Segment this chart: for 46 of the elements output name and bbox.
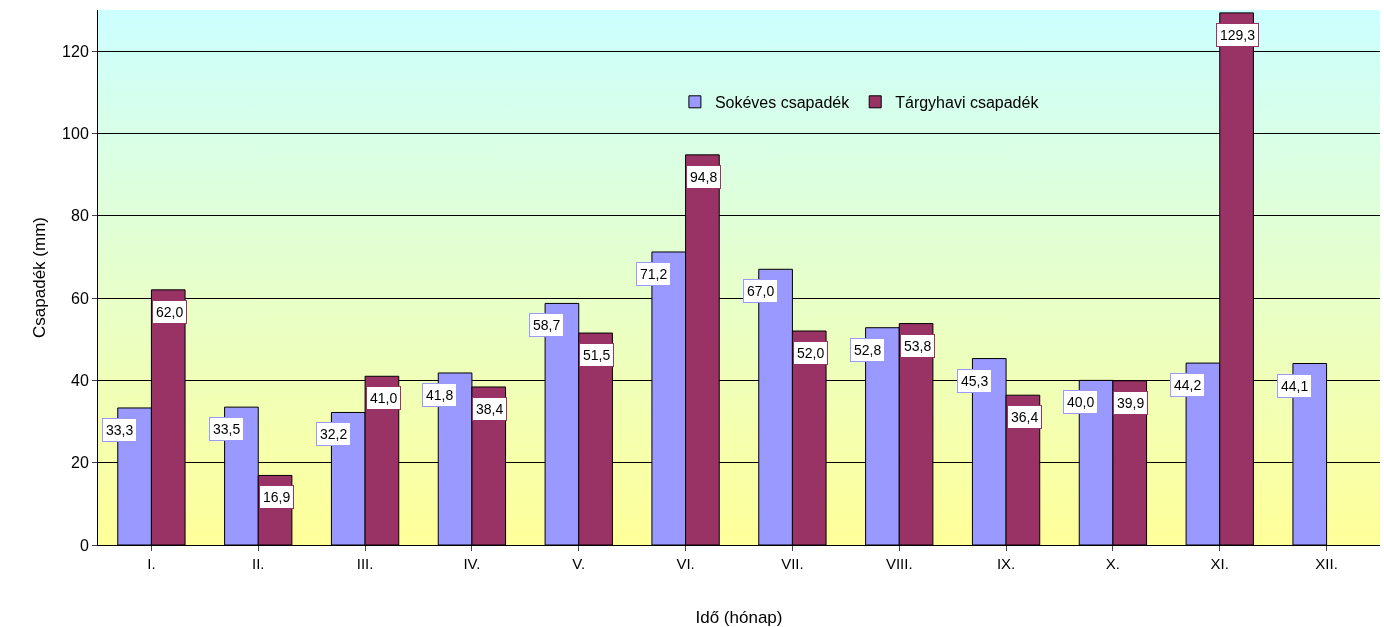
data-label: 38,4 [476, 401, 504, 417]
y-tick-label: 120 [62, 42, 89, 60]
y-tick-label: 60 [71, 289, 89, 307]
x-tick-label: I. [147, 555, 156, 572]
y-tick-label: 0 [79, 536, 89, 554]
data-label: 16,9 [263, 489, 291, 505]
data-label: 62,0 [156, 304, 184, 320]
y-tick-label: 40 [71, 371, 89, 389]
x-tick-label: VII. [781, 555, 804, 572]
data-label: 36,4 [1011, 409, 1039, 425]
data-label: 32,2 [320, 426, 348, 442]
data-label: 41,0 [370, 390, 398, 406]
x-tick-label: IV. [463, 555, 481, 572]
x-tick-label: VI. [676, 555, 695, 572]
data-label: 45,3 [961, 373, 989, 389]
data-label: 41,8 [426, 387, 454, 403]
data-label: 67,0 [747, 283, 775, 299]
x-tick-label: XI. [1210, 555, 1229, 572]
y-tick-label: 80 [71, 207, 89, 225]
x-tick-label: III. [356, 555, 374, 572]
data-label: 58,7 [533, 317, 561, 333]
data-label: 33,5 [213, 421, 241, 437]
data-label: 33,3 [106, 422, 134, 438]
data-label: 52,0 [797, 345, 825, 361]
data-label: 44,2 [1174, 377, 1202, 393]
data-label: 52,8 [854, 342, 882, 358]
x-tick-label: XII. [1315, 555, 1338, 572]
data-label: 94,8 [690, 169, 718, 185]
x-axis-title: Idő (hónap) [695, 608, 783, 627]
data-label: 53,8 [904, 338, 932, 354]
data-label: 71,2 [640, 266, 668, 282]
y-tick-label: 20 [71, 454, 89, 472]
x-tick-label: V. [572, 555, 586, 572]
data-label: 39,9 [1117, 395, 1145, 411]
data-label: 40,0 [1067, 394, 1095, 410]
data-label: 51,5 [583, 347, 611, 363]
legend-label: Sokéves csapadék [714, 94, 851, 112]
x-tick-label: X. [1105, 555, 1121, 572]
y-tick-label: 100 [62, 125, 89, 143]
x-tick-label: IX. [996, 555, 1016, 572]
x-tick-label: VIII. [885, 555, 913, 572]
legend-label: Tárgyhavi csapadék [895, 94, 1040, 112]
y-axis-title: Csapadék (mm) [29, 217, 49, 338]
data-label: 129,3 [1220, 27, 1256, 43]
data-label: 44,1 [1281, 378, 1309, 394]
x-tick-label: II. [251, 555, 265, 572]
